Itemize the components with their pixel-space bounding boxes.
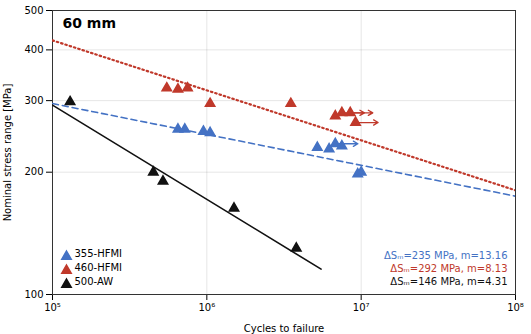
svg-text:Cycles to failure: Cycles to failure — [244, 323, 325, 334]
svg-text:10⁵: 10⁵ — [44, 302, 61, 313]
svg-text:10⁸: 10⁸ — [507, 302, 524, 313]
svg-text:10⁶: 10⁶ — [198, 302, 215, 313]
svg-text:Nominal stress range [MPa]: Nominal stress range [MPa] — [2, 84, 13, 222]
svg-text:300: 300 — [24, 95, 43, 106]
svg-text:ΔSₘ=235 MPa, m=13.16: ΔSₘ=235 MPa, m=13.16 — [384, 250, 508, 261]
svg-text:ΔSₘ=146 MPa, m=4.31: ΔSₘ=146 MPa, m=4.31 — [390, 276, 507, 287]
svg-text:400: 400 — [24, 44, 43, 55]
svg-text:60 mm: 60 mm — [63, 15, 117, 31]
svg-text:200: 200 — [24, 166, 43, 177]
svg-text:10⁷: 10⁷ — [353, 302, 370, 313]
svg-text:355-HFMI: 355-HFMI — [75, 248, 123, 259]
svg-text:100: 100 — [24, 289, 43, 300]
svg-text:ΔSₘ=292 MPa, m=8.13: ΔSₘ=292 MPa, m=8.13 — [390, 263, 507, 274]
svg-text:460-HFMI: 460-HFMI — [75, 262, 123, 273]
svg-text:500: 500 — [24, 5, 43, 16]
svg-text:500-AW: 500-AW — [75, 276, 114, 287]
